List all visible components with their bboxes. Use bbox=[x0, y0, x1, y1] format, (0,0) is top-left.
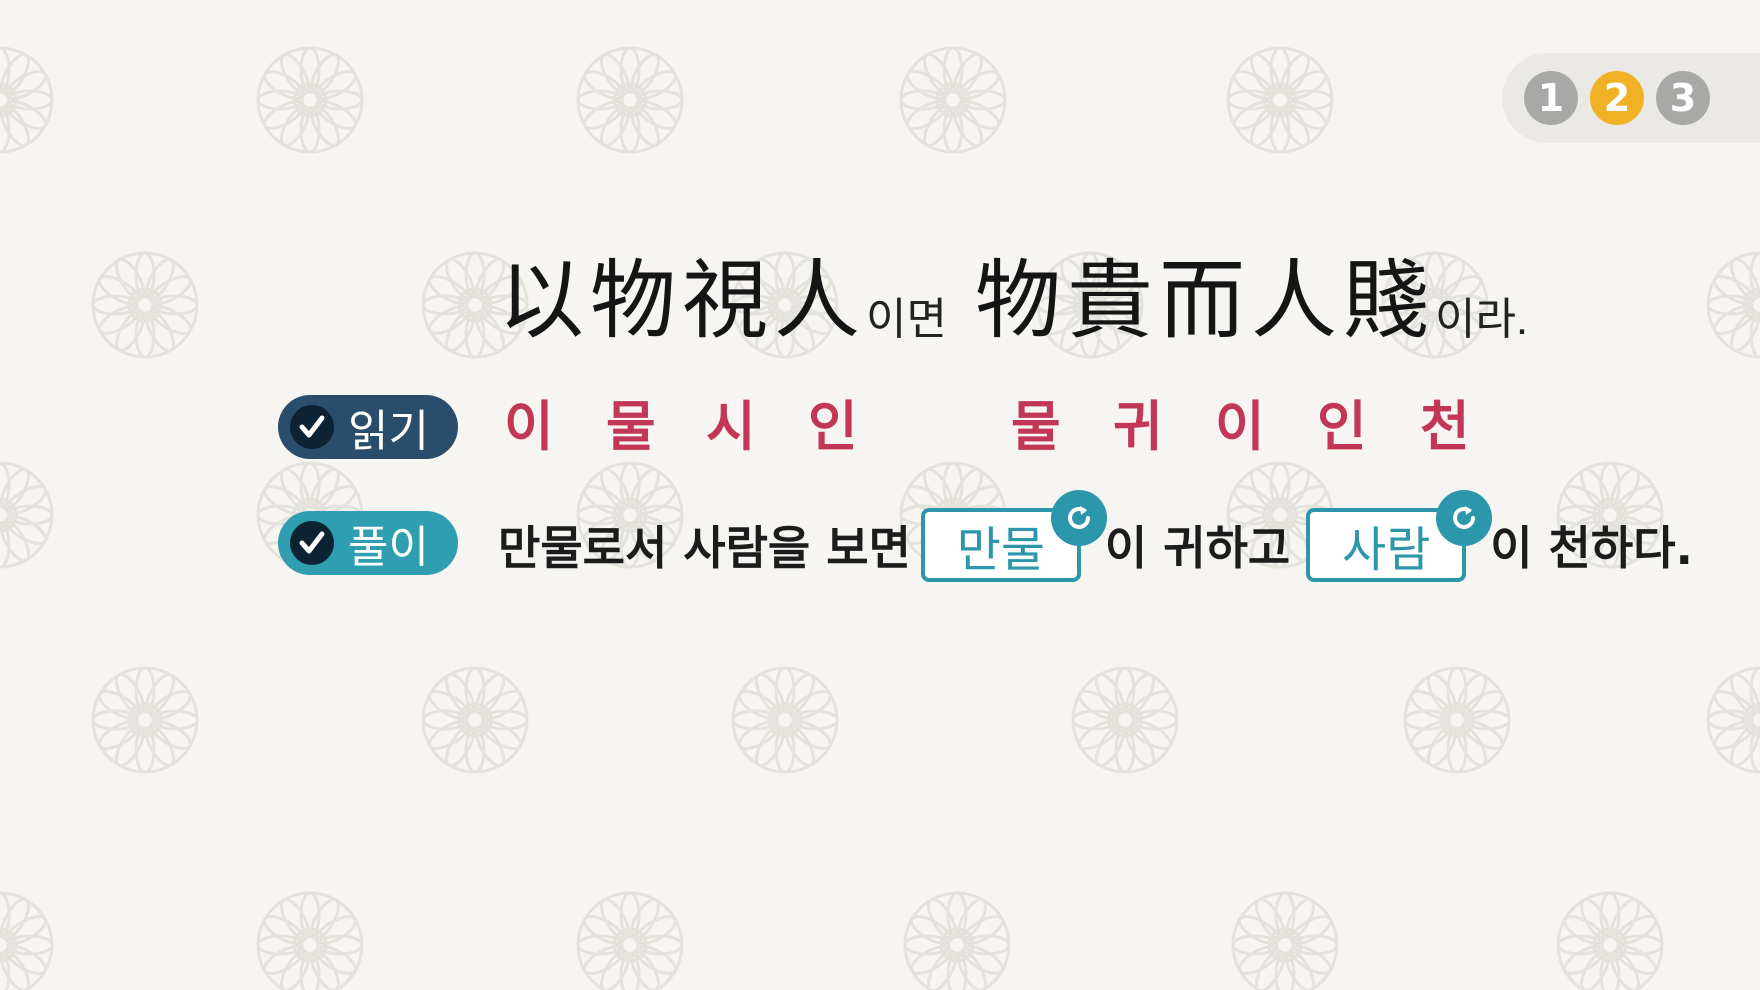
page-2-button[interactable]: 2 bbox=[1590, 71, 1644, 125]
check-icon bbox=[290, 521, 334, 565]
meaning-text-2: 이 귀하고 bbox=[1104, 521, 1291, 575]
reading-syllable: 천 bbox=[1420, 395, 1470, 458]
connector-1: 이면 bbox=[866, 295, 947, 344]
page-navigation: 1 2 3 bbox=[1502, 53, 1760, 143]
answer-blank-1[interactable]: 만물 bbox=[920, 490, 1107, 582]
page-3-button[interactable]: 3 bbox=[1656, 71, 1710, 125]
answer-blank-1-text: 만물 bbox=[956, 522, 1046, 578]
meaning-sentence: 만물로서 사람을 보면 만물 이 귀하고 사람 이 천하다. bbox=[498, 490, 1693, 590]
hanja-sentence: 以物視人 이면 物貴而人賤 이라. bbox=[498, 245, 1528, 355]
reading-syllables: 이 물 시 인 물 귀 이 인 천 bbox=[0, 382, 1760, 458]
meaning-text-1: 만물로서 사람을 보면 bbox=[498, 521, 911, 575]
reading-syllable: 귀 bbox=[1113, 395, 1163, 458]
hanja-part-1: 以物視人 bbox=[498, 251, 866, 351]
meaning-label: 풀이 bbox=[348, 522, 429, 573]
reading-syllable: 인 bbox=[808, 395, 858, 458]
meaning-text-3: 이 천하다. bbox=[1490, 521, 1693, 575]
reading-syllable: 인 bbox=[1317, 395, 1367, 458]
page-1-button[interactable]: 1 bbox=[1524, 71, 1578, 125]
hanja-part-2: 物貴而人賤 bbox=[974, 251, 1435, 351]
check-icon bbox=[290, 405, 334, 449]
reading-syllable: 물 bbox=[1011, 395, 1061, 458]
reading-syllable: 이 bbox=[504, 395, 554, 458]
reading-label: 읽기 bbox=[348, 406, 429, 457]
refresh-icon[interactable] bbox=[1436, 490, 1493, 546]
connector-2: 이라. bbox=[1434, 295, 1529, 344]
refresh-icon[interactable] bbox=[1050, 490, 1107, 546]
meaning-toggle-button[interactable]: 풀이 bbox=[278, 511, 458, 575]
reading-toggle-button[interactable]: 읽기 bbox=[278, 395, 458, 459]
answer-blank-2[interactable]: 사람 bbox=[1306, 490, 1493, 582]
answer-blank-2-text: 사람 bbox=[1342, 522, 1431, 578]
reading-syllable: 이 bbox=[1215, 395, 1265, 458]
reading-syllable: 시 bbox=[706, 395, 756, 458]
reading-syllable: 물 bbox=[606, 395, 656, 458]
